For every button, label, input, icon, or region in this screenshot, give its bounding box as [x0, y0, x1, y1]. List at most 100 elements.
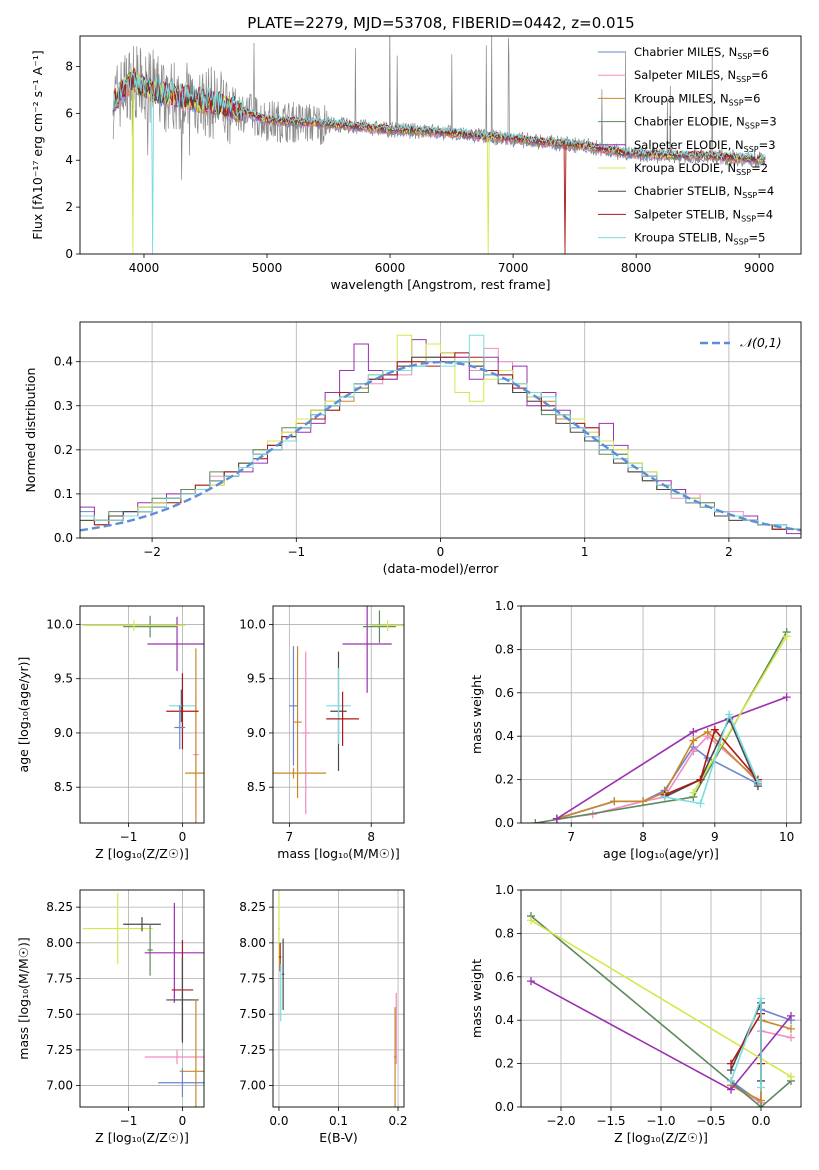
y-tick-label: 7.75 [46, 972, 73, 986]
legend-nssp: =6 [752, 45, 769, 59]
x-tick-label: 2 [725, 545, 733, 559]
series-marker [757, 1103, 765, 1107]
axes-weight-vs-age: 7 8 9 10 0.0 0.2 0.4 0.6 0.8 1.0 age [log₁₀(age/yr… [469, 599, 802, 861]
legend-label-5: Salpeter ELODIE, NSSP=3 [634, 138, 776, 154]
legend-subscript: SSP [736, 75, 751, 84]
legend-subscript: SSP [744, 145, 759, 154]
x-tick-label: −1 [287, 545, 305, 559]
y-tick-label: 8.5 [54, 780, 73, 794]
legend-label-9: Kroupa STELIB, NSSP=5 [634, 231, 765, 247]
histogram-legend: 𝒩(0,1) [700, 335, 782, 350]
series-line-8 [664, 728, 759, 796]
legend-nssp: =3 [759, 138, 776, 152]
x-tick-label: −2 [143, 545, 161, 559]
y-tick-label: 8.00 [46, 936, 73, 950]
normal-curve [80, 360, 801, 532]
axes-mass-vs-EBV: 0.0 0.1 0.2 7.00 7.25 7.50 7.75 8.00 8.25 E(B-V) [239, 889, 408, 1145]
y-tick-label: 7.50 [46, 1007, 73, 1021]
x-axis-label: (data-model)/error [383, 561, 500, 576]
legend-subscript: SSP [729, 98, 744, 107]
axes-frame [79, 889, 205, 1108]
y-tick-label: 0.3 [54, 399, 73, 413]
x-tick-label: 0.2 [388, 1114, 407, 1128]
x-tick-label: 10 [779, 830, 794, 844]
legend-subscript: SSP [745, 122, 760, 131]
y-tick-label: 8 [65, 59, 73, 73]
y-tick-label: 7.25 [46, 1043, 73, 1057]
x-axis-label: wavelength [Angstrom, rest frame] [330, 277, 550, 292]
series-marker [727, 1059, 735, 1068]
y-tick-label: 6 [65, 106, 73, 120]
series-marker [531, 819, 540, 823]
y-tick-label: 0.8 [495, 642, 514, 656]
y-axis-label: mass [log₁₀(M/M☉)] [16, 937, 31, 1059]
series-marker [710, 725, 719, 734]
legend-nssp: =6 [744, 91, 761, 105]
plot-area-weight-vs-Z [527, 912, 795, 1107]
y-tick-label: 2 [65, 200, 73, 214]
y-tick-label: 0.1 [54, 487, 73, 501]
x-tick-label: 1 [581, 545, 589, 559]
y-tick-label: 10.0 [46, 617, 73, 631]
y-tick-label: 8.00 [239, 936, 266, 950]
series-marker [727, 1085, 735, 1094]
y-tick-label: 7.75 [239, 972, 266, 986]
x-tick-label: 7000 [498, 261, 529, 275]
x-tick-label: 4000 [129, 261, 160, 275]
series-marker [757, 1083, 765, 1092]
x-tick-label: 6000 [375, 261, 406, 275]
series-marker [725, 710, 734, 719]
x-tick-label: 9000 [744, 261, 775, 275]
axes-age-vs-mass: 7 8 8.5 9.0 9.5 10.0 mass [log₁₀(M/M☉)] [239, 605, 405, 861]
axes-weight-vs-Z: −2.0 −1.5 −1.0 −0.5 0.0 0.0 0.2 0.4 0.6 0.8 1.0 Z [… [469, 883, 802, 1145]
legend-subscript: SSP [741, 214, 756, 223]
x-tick-label: −1 [120, 1114, 138, 1128]
axes-frame [79, 605, 205, 824]
x-tick-label: 7 [567, 830, 575, 844]
y-tick-label: 8.25 [46, 900, 73, 914]
legend-nssp: =4 [756, 207, 773, 221]
plot-area-age-vs-Z [82, 615, 204, 823]
series-marker [787, 1011, 795, 1020]
y-tick-label: 1.0 [495, 599, 514, 613]
y-tick-label: 10.0 [239, 617, 266, 631]
y-tick-label: 0.0 [495, 1100, 514, 1114]
y-tick-label: 0.0 [54, 531, 73, 545]
y-tick-label: 0.2 [495, 1057, 514, 1071]
y-axis-label: Flux [fλ10⁻¹⁷ erg cm⁻² s⁻¹ A⁻¹] [30, 50, 45, 239]
legend-label-8: Salpeter STELIB, NSSP=4 [634, 207, 773, 223]
axes-age-vs-Z: −1 0 8.5 9.0 9.5 10.0 Z [log₁₀(Z/Z☉)] age [log₁… [16, 605, 205, 861]
series-marker [696, 799, 705, 808]
y-tick-label: 0.4 [495, 1013, 514, 1027]
series-marker [782, 693, 791, 702]
y-axis-label: age [log₁₀(age/yr)] [16, 657, 31, 773]
series-marker [696, 775, 705, 784]
y-tick-label: 0 [65, 247, 73, 261]
legend-label-4: Chabrier ELODIE, NSSP=3 [634, 115, 777, 131]
plot-layer: 4000 5000 6000 7000 8000 900002468wavelength … [16, 35, 802, 1145]
y-tick-label: 7.00 [46, 1079, 73, 1093]
histogram-step-9 [80, 334, 801, 538]
x-tick-label: 0 [179, 1114, 187, 1128]
legend-subscript: SSP [736, 168, 751, 177]
series-marker [782, 632, 791, 641]
series-marker [753, 777, 762, 786]
legend-subscript: SSP [737, 52, 752, 61]
y-tick-label: 0.4 [54, 355, 73, 369]
axes-frame [79, 321, 802, 539]
series-line-1 [556, 745, 759, 820]
series-marker [639, 797, 648, 806]
legend-nssp: =4 [757, 184, 774, 198]
series-marker [689, 727, 698, 736]
y-tick-label: 9.0 [54, 726, 73, 740]
legend-nssp: =6 [751, 68, 768, 82]
x-axis-label: E(B-V) [319, 1130, 358, 1145]
plot-area-spectrum [112, 36, 766, 254]
x-tick-label: 8000 [621, 261, 652, 275]
x-tick-label: 0.0 [751, 1114, 770, 1128]
legend-subscript: SSP [734, 238, 749, 247]
x-tick-label: 8 [639, 830, 647, 844]
series-marker [689, 736, 698, 745]
legend-label-3: Kroupa MILES, NSSP=6 [634, 91, 760, 107]
y-tick-label: 7.00 [239, 1079, 266, 1093]
